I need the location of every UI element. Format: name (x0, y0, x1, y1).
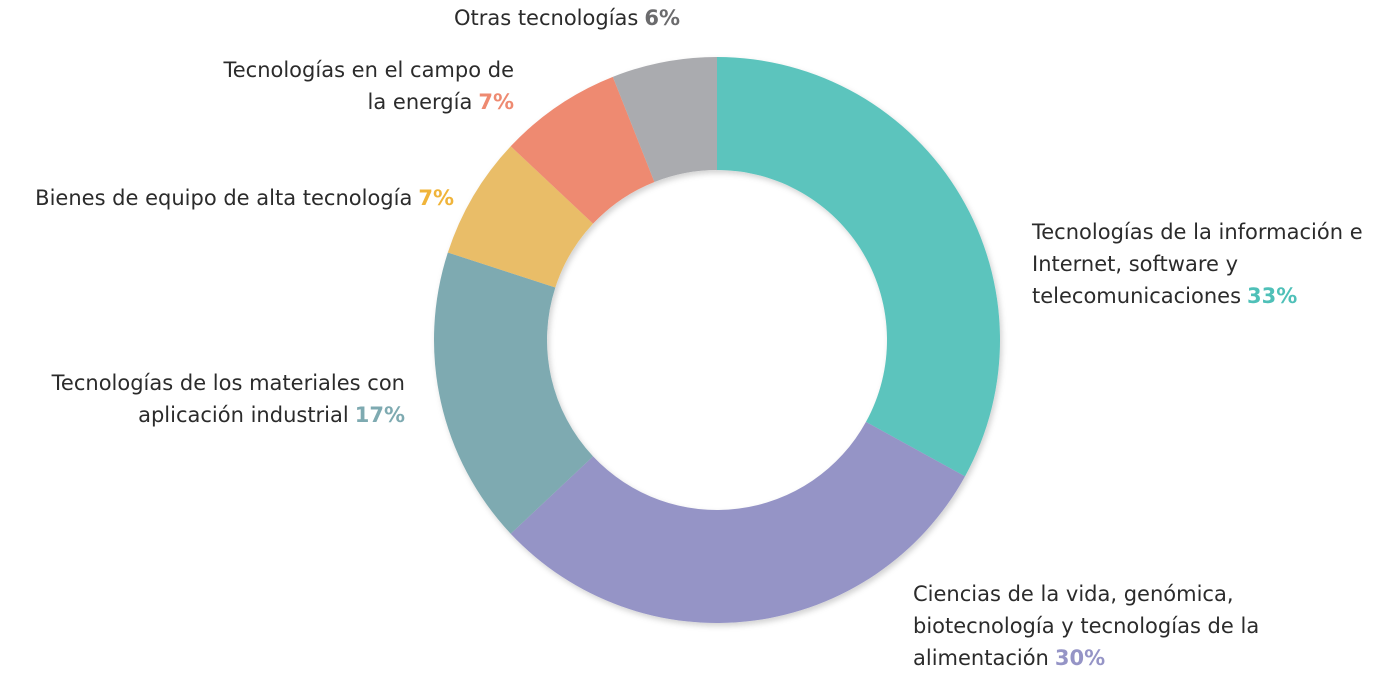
segment-label: Tecnologías de los materiales con aplica… (13, 367, 405, 431)
segment-label: Bienes de equipo de alta tecnología 7% (0, 182, 454, 214)
segment-label: Tecnologías en el campo de la energía 7% (222, 54, 514, 118)
category-name: Otras tecnologías (453, 6, 639, 30)
donut-segment (510, 76, 655, 224)
value-label: 33% (1247, 284, 1298, 308)
donut-segment (717, 57, 1000, 477)
segment-label: Otras tecnologías 6% (300, 2, 680, 34)
category-name: Tecnologías de la información e Internet… (1032, 220, 1363, 308)
donut-segment (612, 57, 717, 182)
donut-segment (434, 252, 594, 534)
value-label: 6% (644, 6, 680, 30)
segment-label: Ciencias de la vida, genómica, biotecnol… (913, 578, 1263, 674)
category-name: Tecnologías de los materiales con aplica… (51, 371, 405, 427)
value-label: 17% (354, 403, 405, 427)
segment-label: Tecnologías de la información e Internet… (1032, 216, 1372, 312)
value-label: 7% (418, 186, 454, 210)
category-name: Ciencias de la vida, genómica, biotecnol… (913, 582, 1260, 670)
category-name: Bienes de equipo de alta tecnología (35, 186, 413, 210)
category-name: Tecnologías en el campo de la energía (223, 58, 514, 114)
donut-segment (510, 421, 965, 623)
value-label: 7% (478, 90, 514, 114)
value-label: 30% (1054, 646, 1106, 670)
donut (434, 57, 1000, 623)
donut-segment (447, 146, 594, 288)
